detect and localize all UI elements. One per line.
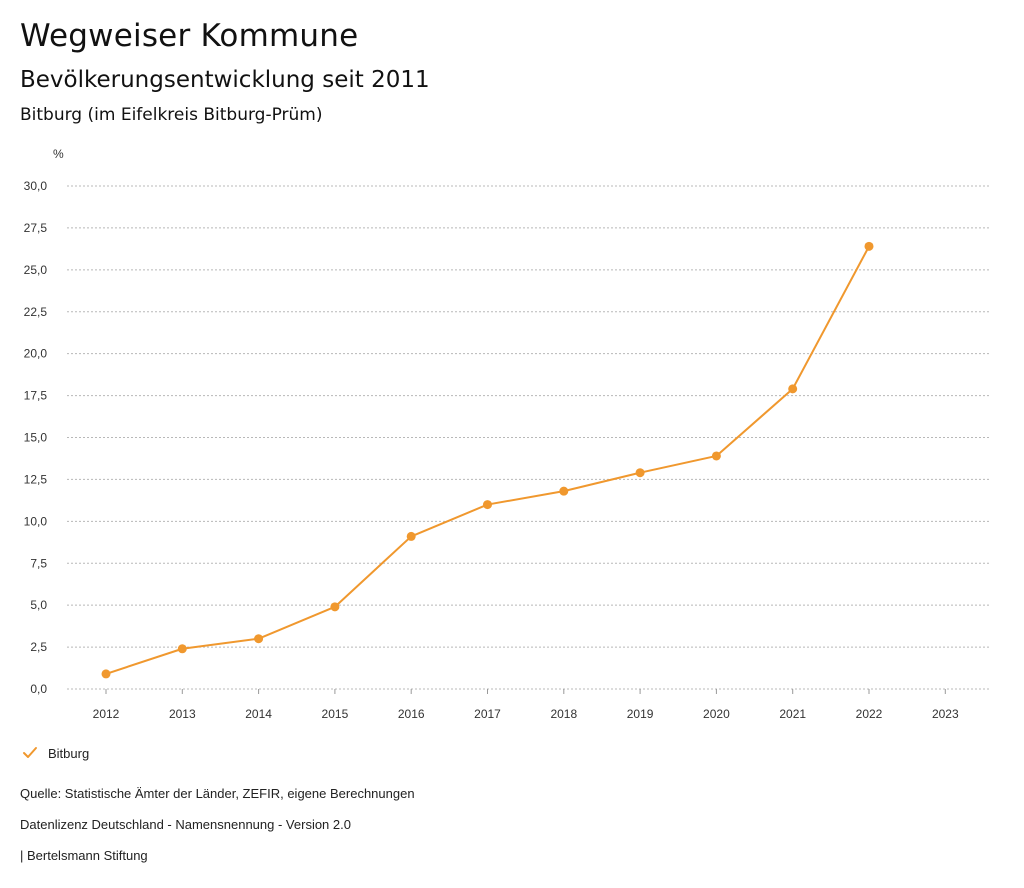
x-tick-label: 2022 xyxy=(856,707,883,721)
license-note: Datenlizenz Deutschland - Namensnennung … xyxy=(20,817,351,832)
publisher-note: | Bertelsmann Stiftung xyxy=(20,848,148,863)
x-tick-label: 2018 xyxy=(550,707,577,721)
y-tick-label: 30,0 xyxy=(24,179,48,193)
legend-item-bitburg[interactable]: Bitburg xyxy=(22,745,89,761)
y-tick-label: 0,0 xyxy=(30,682,47,696)
x-tick-label: 2016 xyxy=(398,707,425,721)
data-point xyxy=(406,531,416,541)
line-chart: % 0,0 2,5 5,0 7,5 10,0 12,5 15,0 17,5 20,0 22,5 25,… xyxy=(24,147,990,721)
data-point xyxy=(711,451,721,461)
y-tick-label: 20,0 xyxy=(24,347,48,361)
x-tick-label: 2013 xyxy=(169,707,196,721)
data-point xyxy=(101,669,111,679)
x-tick-label: 2020 xyxy=(703,707,730,721)
y-tick-label: 7,5 xyxy=(30,556,47,570)
data-point xyxy=(330,602,340,612)
x-tick-label: 2017 xyxy=(474,707,501,721)
x-tick-label: 2023 xyxy=(932,707,959,721)
y-tick-label: 27,5 xyxy=(24,221,48,235)
chart-subtitle: Bevölkerungsentwicklung seit 2011 xyxy=(20,67,430,93)
region-label: Bitburg (im Eifelkreis Bitburg-Prüm) xyxy=(20,105,323,125)
y-tick-label: 12,5 xyxy=(24,472,48,486)
data-point xyxy=(254,634,264,644)
data-point xyxy=(635,468,645,478)
data-point xyxy=(864,241,874,251)
x-tick-label: 2014 xyxy=(245,707,272,721)
series-line-bitburg xyxy=(105,245,870,675)
x-tick-label: 2012 xyxy=(93,707,120,721)
data-point xyxy=(483,500,492,510)
y-tick-label: 5,0 xyxy=(30,598,47,612)
data-point xyxy=(788,384,798,394)
y-tick-label: 25,0 xyxy=(24,263,48,277)
y-tick-label: 17,5 xyxy=(24,389,48,403)
y-axis-unit-label: % xyxy=(53,147,64,161)
y-tick-label: 22,5 xyxy=(24,305,48,319)
x-tick-label: 2019 xyxy=(627,707,654,721)
y-tick-label: 15,0 xyxy=(24,431,48,445)
x-tick-label: 2015 xyxy=(322,707,349,721)
y-tick-label: 10,0 xyxy=(24,514,48,528)
legend-label: Bitburg xyxy=(48,745,90,761)
page-title: Wegweiser Kommune xyxy=(20,18,359,54)
checkmark-icon xyxy=(23,747,37,758)
x-tick-label: 2021 xyxy=(779,707,806,721)
source-note: Quelle: Statistische Ämter der Länder, Z… xyxy=(20,786,415,801)
data-point xyxy=(559,486,569,496)
y-tick-label: 2,5 xyxy=(30,640,47,654)
data-point xyxy=(177,644,187,654)
